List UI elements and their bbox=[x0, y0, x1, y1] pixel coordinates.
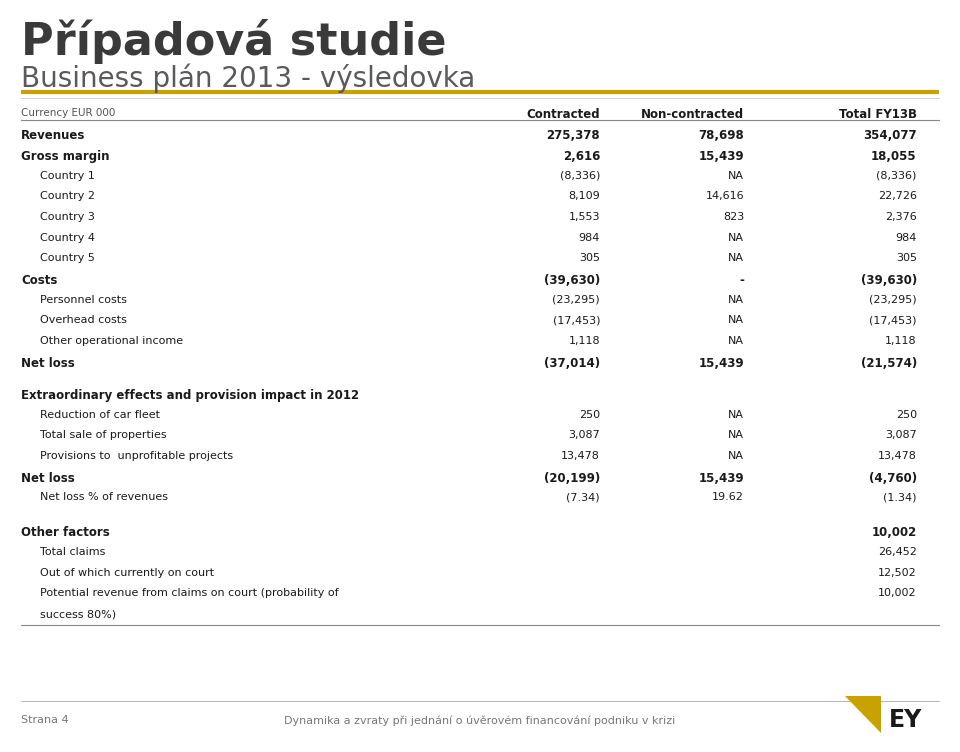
Text: 13,478: 13,478 bbox=[562, 451, 600, 461]
Text: 10,002: 10,002 bbox=[878, 588, 917, 599]
Text: 15,439: 15,439 bbox=[698, 472, 744, 484]
Text: (39,630): (39,630) bbox=[543, 274, 600, 287]
Text: (8,336): (8,336) bbox=[560, 171, 600, 180]
Text: 1,118: 1,118 bbox=[885, 336, 917, 346]
Text: 250: 250 bbox=[579, 410, 600, 420]
Text: Other operational income: Other operational income bbox=[40, 336, 183, 346]
Text: NA: NA bbox=[728, 410, 744, 420]
Text: NA: NA bbox=[728, 295, 744, 305]
Text: Total sale of properties: Total sale of properties bbox=[40, 430, 167, 440]
Text: Dynamika a zvraty při jednání o úvěrovém financování podniku v krizi: Dynamika a zvraty při jednání o úvěrovém… bbox=[284, 715, 676, 726]
Text: 1,553: 1,553 bbox=[568, 212, 600, 222]
Text: Net loss % of revenues: Net loss % of revenues bbox=[40, 493, 168, 502]
Text: 26,452: 26,452 bbox=[878, 547, 917, 557]
Text: 22,726: 22,726 bbox=[877, 192, 917, 202]
Text: 13,478: 13,478 bbox=[878, 451, 917, 461]
Text: NA: NA bbox=[728, 232, 744, 243]
Text: NA: NA bbox=[728, 336, 744, 346]
Text: Currency EUR 000: Currency EUR 000 bbox=[21, 108, 115, 118]
Text: Contracted: Contracted bbox=[526, 108, 600, 121]
Text: Country 4: Country 4 bbox=[40, 232, 95, 243]
Text: (21,574): (21,574) bbox=[860, 356, 917, 370]
Text: 8,109: 8,109 bbox=[568, 192, 600, 202]
Text: Country 1: Country 1 bbox=[40, 171, 95, 180]
Text: (39,630): (39,630) bbox=[860, 274, 917, 287]
Text: 18,055: 18,055 bbox=[871, 150, 917, 163]
Text: Total claims: Total claims bbox=[40, 547, 106, 557]
Text: Reduction of car fleet: Reduction of car fleet bbox=[40, 410, 160, 420]
Text: 15,439: 15,439 bbox=[698, 356, 744, 370]
Text: Non-contracted: Non-contracted bbox=[641, 108, 744, 121]
Text: Overhead costs: Overhead costs bbox=[40, 315, 127, 326]
Text: Potential revenue from claims on court (probability of: Potential revenue from claims on court (… bbox=[40, 588, 339, 599]
Text: Personnel costs: Personnel costs bbox=[40, 295, 127, 305]
Text: 10,002: 10,002 bbox=[872, 526, 917, 539]
Text: 305: 305 bbox=[579, 253, 600, 263]
Text: -: - bbox=[739, 274, 744, 287]
Text: 19.62: 19.62 bbox=[712, 493, 744, 502]
Text: (4,760): (4,760) bbox=[869, 472, 917, 484]
Text: Country 5: Country 5 bbox=[40, 253, 95, 263]
Polygon shape bbox=[845, 696, 881, 733]
Text: Net loss: Net loss bbox=[21, 356, 75, 370]
Text: Revenues: Revenues bbox=[21, 129, 85, 142]
Text: 984: 984 bbox=[896, 232, 917, 243]
Text: EY: EY bbox=[889, 708, 923, 732]
Text: 78,698: 78,698 bbox=[698, 129, 744, 142]
Text: NA: NA bbox=[728, 315, 744, 326]
Text: (17,453): (17,453) bbox=[870, 315, 917, 326]
Text: 250: 250 bbox=[896, 410, 917, 420]
Text: (1.34): (1.34) bbox=[883, 493, 917, 502]
Text: NA: NA bbox=[728, 430, 744, 440]
Text: 15,439: 15,439 bbox=[698, 150, 744, 163]
Text: Business plán 2013 - výsledovka: Business plán 2013 - výsledovka bbox=[21, 64, 475, 93]
Text: success 80%): success 80%) bbox=[40, 609, 116, 619]
Text: 3,087: 3,087 bbox=[568, 430, 600, 440]
Text: Out of which currently on court: Out of which currently on court bbox=[40, 568, 214, 578]
Text: Country 2: Country 2 bbox=[40, 192, 95, 202]
Text: Extraordinary effects and provision impact in 2012: Extraordinary effects and provision impa… bbox=[21, 389, 359, 402]
Text: Total FY13B: Total FY13B bbox=[839, 108, 917, 121]
Text: 12,502: 12,502 bbox=[878, 568, 917, 578]
Text: (17,453): (17,453) bbox=[553, 315, 600, 326]
Text: NA: NA bbox=[728, 253, 744, 263]
Text: 2,616: 2,616 bbox=[563, 150, 600, 163]
Text: 354,077: 354,077 bbox=[863, 129, 917, 142]
Text: (8,336): (8,336) bbox=[876, 171, 917, 180]
Text: 2,376: 2,376 bbox=[885, 212, 917, 222]
Text: NA: NA bbox=[728, 171, 744, 180]
Text: Costs: Costs bbox=[21, 274, 58, 287]
Text: Gross margin: Gross margin bbox=[21, 150, 109, 163]
Text: Net loss: Net loss bbox=[21, 472, 75, 484]
Text: 305: 305 bbox=[896, 253, 917, 263]
Text: 823: 823 bbox=[723, 212, 744, 222]
Text: (23,295): (23,295) bbox=[869, 295, 917, 305]
Text: (23,295): (23,295) bbox=[552, 295, 600, 305]
Text: Provisions to  unprofitable projects: Provisions to unprofitable projects bbox=[40, 451, 233, 461]
Text: (37,014): (37,014) bbox=[544, 356, 600, 370]
Text: 1,118: 1,118 bbox=[568, 336, 600, 346]
Text: 984: 984 bbox=[579, 232, 600, 243]
Text: Případová studie: Případová studie bbox=[21, 19, 446, 64]
Text: (7.34): (7.34) bbox=[566, 493, 600, 502]
Text: Strana 4: Strana 4 bbox=[21, 715, 69, 726]
Text: (20,199): (20,199) bbox=[543, 472, 600, 484]
Text: Other factors: Other factors bbox=[21, 526, 109, 539]
Text: 275,378: 275,378 bbox=[546, 129, 600, 142]
Text: NA: NA bbox=[728, 451, 744, 461]
Text: Country 3: Country 3 bbox=[40, 212, 95, 222]
Text: 3,087: 3,087 bbox=[885, 430, 917, 440]
Text: 14,616: 14,616 bbox=[706, 192, 744, 202]
